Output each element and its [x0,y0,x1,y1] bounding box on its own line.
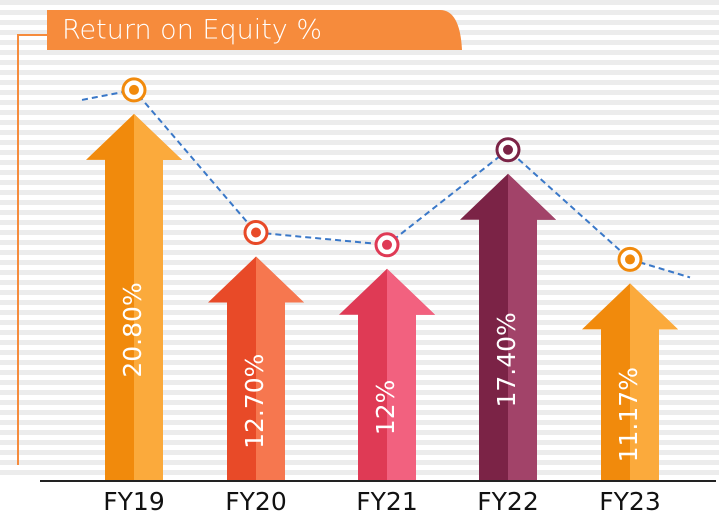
x-tick-label: FY20 [225,487,286,516]
value-label: 12.70% [240,354,269,449]
title-tab [47,10,462,50]
x-tick-label: FY23 [599,487,660,516]
arrow-highlight [134,113,182,481]
value-label: 20.80% [118,282,147,377]
chart-title: Return on Equity % [62,15,322,46]
trend-marker-dot [251,227,261,238]
trend-marker-dot [129,84,139,95]
x-tick-label: FY22 [477,487,538,516]
arrow-highlight [256,256,304,480]
value-label: 12% [371,380,400,436]
value-label: 17.40% [492,312,521,407]
frame-line [17,34,47,465]
arrow-highlight [508,173,556,480]
arrow-highlight [630,283,678,480]
x-tick-label: FY21 [356,487,417,516]
value-label: 11.17% [614,367,643,462]
arrow-highlight [387,268,435,480]
trend-marker-dot [625,254,635,265]
trend-marker-dot [382,239,392,250]
x-tick-label: FY19 [103,487,164,516]
trend-marker-dot [503,144,513,155]
